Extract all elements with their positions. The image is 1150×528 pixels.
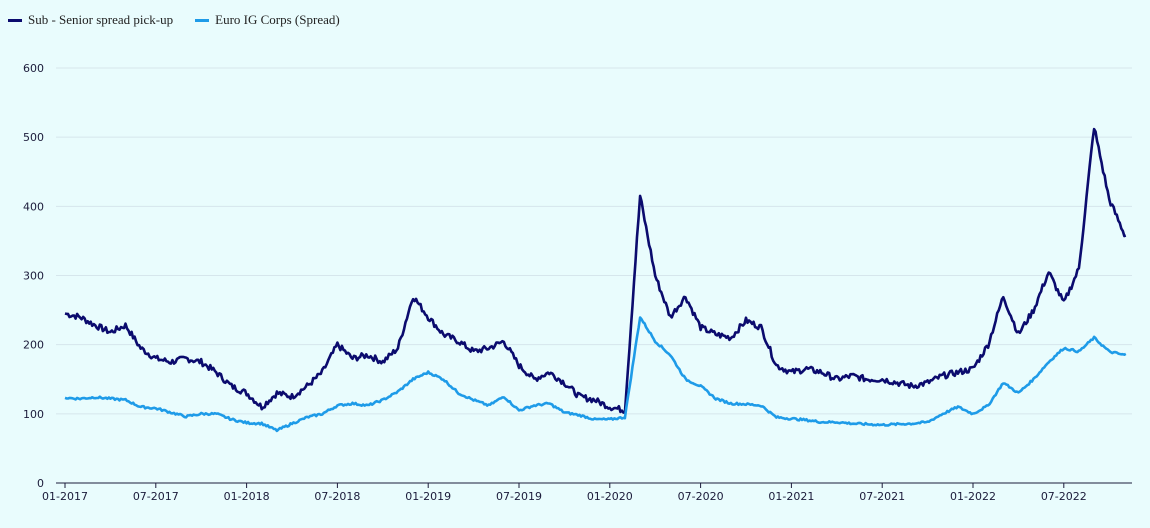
y-tick-label: 500 — [23, 131, 44, 144]
x-tick-label: 01-2022 — [950, 490, 996, 503]
legend-label-euro-ig: Euro IG Corps (Spread) — [215, 12, 340, 27]
legend: Sub - Senior spread pick-up Euro IG Corp… — [8, 12, 340, 28]
series-line-euro-ig — [64, 316, 1127, 433]
series-line-sub-senior — [64, 127, 1127, 414]
x-tick-label: 07-2017 — [133, 490, 179, 503]
x-tick-label: 01-2020 — [587, 490, 633, 503]
grid-lines — [56, 67, 1132, 484]
x-axis: 01-2017 07-2017 01-2018 07-2018 01-2019 07-20… — [42, 483, 1087, 503]
y-tick-label: 600 — [23, 62, 44, 75]
x-tick-label: 01-2018 — [224, 490, 270, 503]
x-tick-label: 07-2019 — [496, 490, 542, 503]
x-tick-label: 07-2021 — [859, 490, 905, 503]
x-tick-label: 07-2018 — [314, 490, 360, 503]
y-tick-label: 400 — [23, 200, 44, 213]
x-tick-label: 07-2020 — [678, 490, 724, 503]
legend-item-euro-ig: Euro IG Corps (Spread) — [195, 12, 340, 28]
y-axis: 0 100 200 300 400 500 600 — [23, 62, 44, 490]
y-tick-label: 200 — [23, 339, 44, 352]
series-lines — [64, 127, 1127, 433]
x-tick-label: 01-2017 — [42, 490, 88, 503]
legend-swatch-euro-ig — [195, 18, 210, 22]
legend-label-sub-senior: Sub - Senior spread pick-up — [28, 12, 174, 27]
x-tick-label: 07-2022 — [1041, 490, 1087, 503]
x-tick-label: 01-2019 — [405, 490, 451, 503]
y-tick-label: 100 — [23, 408, 44, 421]
legend-item-sub-senior: Sub - Senior spread pick-up — [8, 12, 173, 28]
legend-swatch-sub-senior — [8, 18, 22, 22]
y-tick-label: 300 — [23, 270, 44, 283]
y-tick-label: 0 — [37, 477, 44, 490]
x-tick-label: 01-2021 — [768, 490, 814, 503]
